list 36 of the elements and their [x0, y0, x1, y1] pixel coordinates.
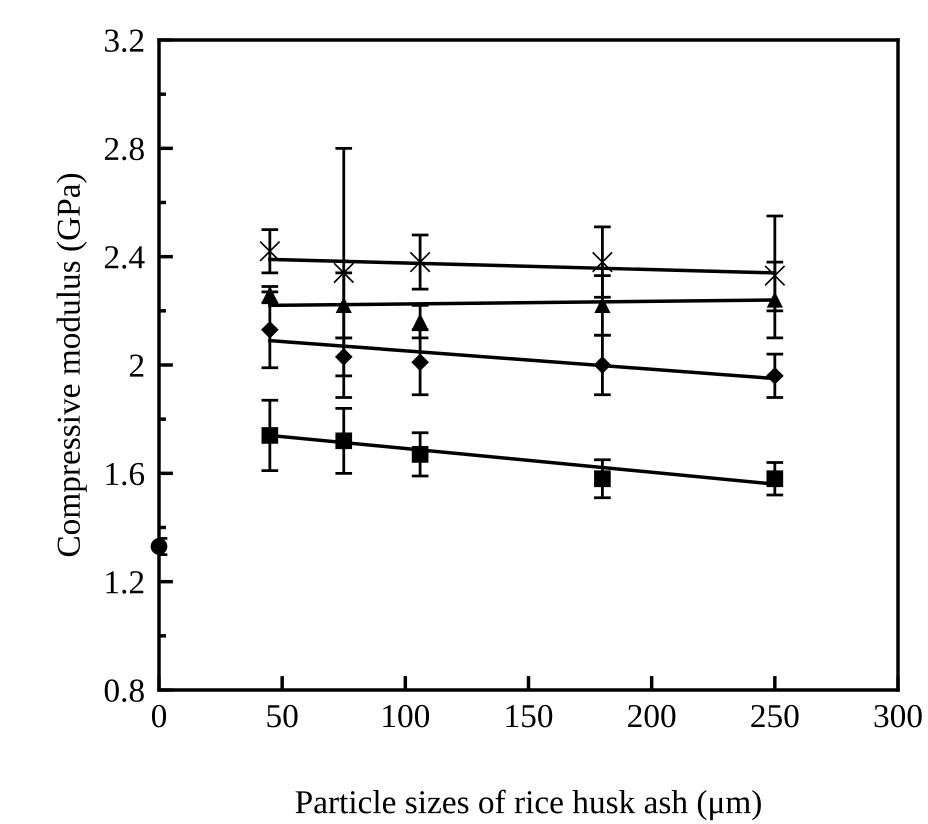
point: [594, 298, 610, 314]
x-tick-label: 0: [152, 704, 166, 728]
x-tick-label: 200: [628, 704, 676, 728]
x-tick-label: 50: [267, 704, 298, 728]
y-tick-label: 0.8: [104, 679, 144, 702]
y-tick-label: 1.6: [106, 462, 144, 486]
y-tick-label: 2: [130, 354, 144, 377]
point: [333, 262, 354, 284]
point: [412, 354, 429, 371]
x-axis-title: Particle sizes of rice husk ash (μm): [296, 790, 761, 820]
point: [335, 348, 352, 366]
point: [410, 252, 431, 273]
y-tick-label: 2.4: [104, 246, 145, 269]
point: [412, 446, 428, 463]
x-tick-label: 100: [383, 704, 430, 728]
point: [261, 321, 278, 338]
point: [767, 292, 782, 308]
point: [594, 470, 611, 488]
y-tick-label: 2.8: [104, 138, 144, 160]
point: [592, 252, 613, 273]
point: [766, 470, 784, 488]
point: [336, 298, 352, 314]
x-tick-label: 250: [751, 704, 799, 728]
point: [335, 432, 352, 450]
x-tick-label: 150: [506, 704, 552, 728]
y-tick-label: 1.2: [106, 571, 144, 594]
point: [150, 538, 168, 555]
y-tick-label: 3.2: [105, 29, 144, 52]
point: [594, 356, 611, 374]
point: [262, 427, 278, 444]
point: [764, 265, 786, 286]
x-tick-label: 300: [874, 704, 922, 728]
point: [259, 240, 280, 262]
point: [766, 367, 784, 384]
y-axis-title: Compressive modulus (GPa): [56, 174, 87, 556]
point: [412, 314, 428, 330]
